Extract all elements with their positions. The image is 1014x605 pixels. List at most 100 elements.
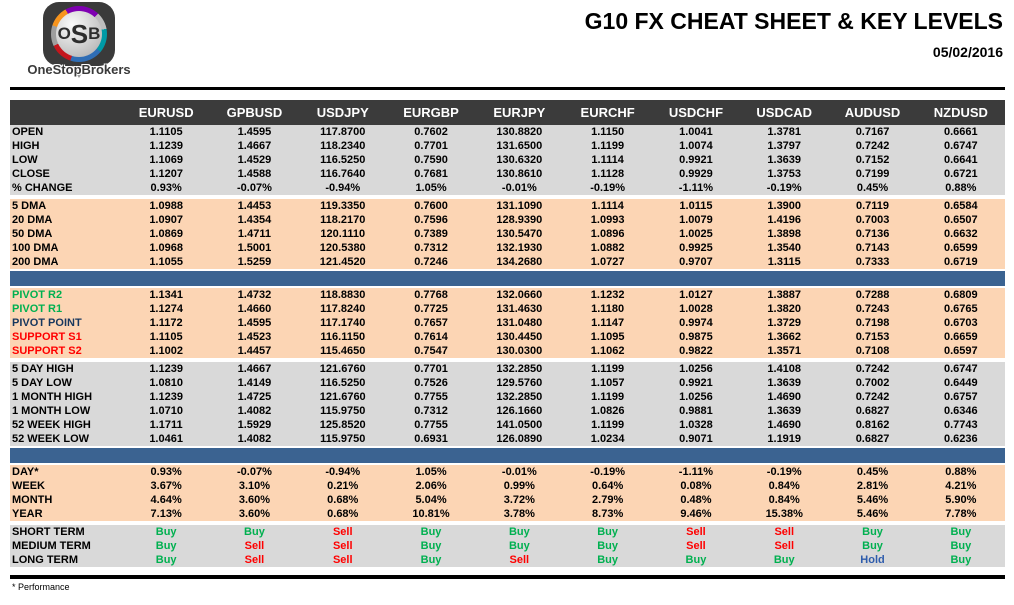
value-cell: 1.3639 [740,153,829,167]
page-title: G10 FX CHEAT SHEET & KEY LEVELS [584,8,1003,34]
value-cell: -0.94% [298,181,387,195]
table-row: SHORT TERM Buy Buy Sell Buy Buy Buy Sell Sell Buy… [10,525,1005,539]
row-label: 1 MONTH HIGH [10,390,122,404]
value-cell: -0.94% [298,464,387,479]
value-cell: 126.1660 [475,404,564,418]
value-cell: -0.01% [475,464,564,479]
table-row: SUPPORT S2 1.1002 1.4457 115.4650 0.7547 130.… [10,344,1005,358]
value-cell: 1.0025 [651,227,741,241]
value-cell: 1.4690 [740,418,829,432]
table-row: 5 DMA 1.0988 1.4453 119.3350 0.7600 131.1090 1… [10,199,1005,213]
value-cell: 0.7657 [386,316,476,330]
value-cell: 3.67% [122,479,211,493]
table-row: OPEN 1.1105 1.4595 117.8700 0.7602 130.8820 1.… [10,125,1005,139]
value-cell: 0.9707 [651,255,741,270]
value-cell: 1.3662 [740,330,829,344]
value-cell: 0.7242 [828,390,917,404]
signal-cell: Sell [210,539,299,553]
value-cell: 1.5929 [210,418,299,432]
value-cell: 1.1069 [122,153,211,167]
value-cell: 0.6599 [916,241,1005,255]
value-cell: 132.2850 [475,362,564,376]
value-cell: 0.93% [122,464,211,479]
value-cell: 0.99% [475,479,564,493]
table-row: YEAR 7.13% 3.60% 0.68% 10.81% 3.78% 8.73% 9.46%… [10,507,1005,521]
value-cell: 1.3639 [740,376,829,390]
value-cell: -0.07% [210,181,299,195]
table-row: SUPPORT S1 1.1105 1.4523 116.1150 0.7614 130.… [10,330,1005,344]
value-cell: 3.60% [210,507,299,521]
table-row: CLOSE 1.1207 1.4588 116.7640 0.7681 130.8610 1… [10,167,1005,181]
value-cell: 118.2170 [298,213,387,227]
value-cell: 0.7681 [386,167,476,181]
value-cell: 0.45% [828,181,917,195]
row-label: 5 DAY LOW [10,376,122,390]
value-cell: 1.1150 [563,125,652,139]
value-cell: 130.5470 [475,227,564,241]
value-cell: 0.6747 [916,362,1005,376]
value-cell: 1.1062 [563,344,652,358]
value-cell: 0.7242 [828,139,917,153]
performance-footnote: * Performance [12,582,70,592]
column-header-audusd: AUDUSD [828,100,917,125]
table-row: PIVOT R1 1.1274 1.4660 117.8240 0.7725 131.46… [10,302,1005,316]
signal-cell: Sell [740,539,829,553]
value-cell: 1.4196 [740,213,829,227]
value-cell: 132.1930 [475,241,564,255]
value-cell: 1.1105 [122,330,211,344]
value-cell: 0.84% [740,493,829,507]
value-cell: 126.0890 [475,432,564,447]
table-row: PIVOT R2 1.1341 1.4732 118.8830 0.7768 132.06… [10,287,1005,302]
value-cell: 1.0896 [563,227,652,241]
value-cell: 0.7136 [828,227,917,241]
value-cell: 1.05% [386,181,476,195]
value-cell: 1.1147 [563,316,652,330]
value-cell: 0.6346 [916,404,1005,418]
value-cell: 3.10% [210,479,299,493]
value-cell: 131.6500 [475,139,564,153]
value-cell: 130.6320 [475,153,564,167]
bottom-rule [10,575,1005,579]
signal-cell: Sell [298,553,387,567]
value-cell: 1.3898 [740,227,829,241]
value-cell: 7.13% [122,507,211,521]
value-cell: 1.1114 [563,153,652,167]
signal-cell: Sell [475,553,564,567]
table-body: OPEN 1.1105 1.4595 117.8700 0.7602 130.8820 1.… [10,125,1005,567]
value-cell: 0.88% [916,181,1005,195]
value-cell: 130.0300 [475,344,564,358]
signal-cell: Buy [475,525,564,539]
value-cell: 0.6659 [916,330,1005,344]
row-label: PIVOT R2 [10,287,122,302]
value-cell: 0.7288 [828,287,917,302]
value-cell: 0.7198 [828,316,917,330]
value-cell: 1.0869 [122,227,211,241]
signal-cell: Hold [828,553,917,567]
value-cell: 0.6765 [916,302,1005,316]
signal-cell: Buy [210,525,299,539]
value-cell: 118.8830 [298,287,387,302]
value-cell: 5.04% [386,493,476,507]
value-cell: 1.0256 [651,390,741,404]
value-cell: 121.6760 [298,362,387,376]
signal-cell: Sell [298,525,387,539]
value-cell: 0.6661 [916,125,1005,139]
value-cell: 128.9390 [475,213,564,227]
table-row: 1 MONTH HIGH 1.1239 1.4725 121.6760 0.7755 13… [10,390,1005,404]
value-cell: -0.19% [563,181,652,195]
value-cell: 120.5380 [298,241,387,255]
value-cell: 0.6449 [916,376,1005,390]
value-cell: 1.3571 [740,344,829,358]
value-cell: 129.5760 [475,376,564,390]
row-label: 100 DMA [10,241,122,255]
value-cell: 0.7768 [386,287,476,302]
signal-cell: Buy [916,539,1005,553]
report-date: 05/02/2016 [932,44,1003,60]
value-cell: 0.8162 [828,418,917,432]
value-cell: 0.45% [828,464,917,479]
value-cell: 1.4588 [210,167,299,181]
row-label-header [10,100,122,125]
value-cell: 0.7547 [386,344,476,358]
